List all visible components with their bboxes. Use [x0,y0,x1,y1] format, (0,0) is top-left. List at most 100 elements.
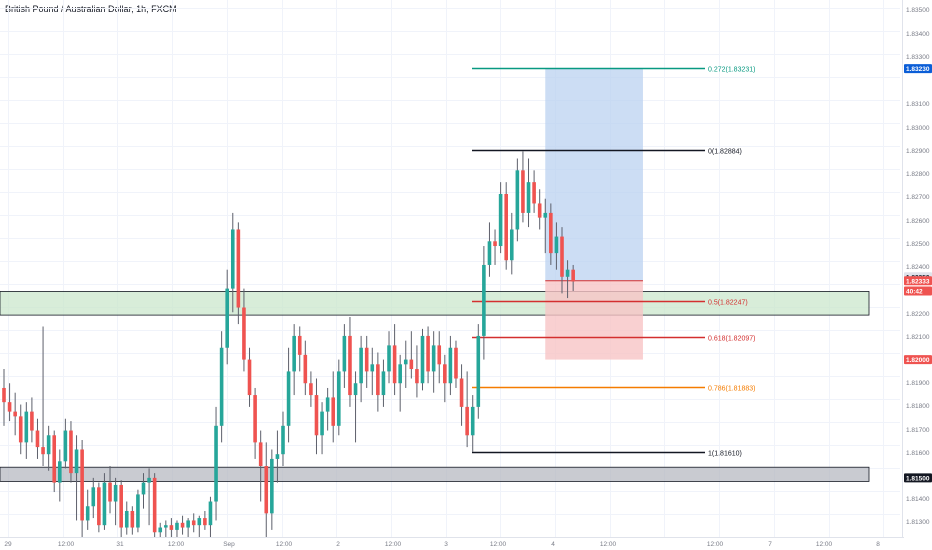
candle-body [225,288,229,348]
candle-body [493,241,497,247]
candle-body [426,335,430,372]
candle-body [325,397,330,412]
candle-body [337,371,341,426]
candles [2,151,575,537]
green-zone [0,291,870,316]
candle-body [482,264,486,336]
candle-body [560,236,564,277]
candle-body [164,525,168,528]
candle-body [97,487,101,526]
candle-body [2,387,6,403]
candle-body [348,335,352,396]
price-label-text: 40:42 [906,288,923,295]
candle-body [186,520,190,528]
time-tick-label: 12:00 [490,541,507,548]
price-label-text: 1.82333 [906,278,930,285]
candle-body [219,347,224,426]
candle-body [565,269,570,277]
candle-body [152,477,157,533]
candle-body [431,345,436,372]
candle-body [398,364,402,384]
price-label-badge [904,276,932,286]
candle-body [370,364,375,372]
candle-body [387,345,391,372]
price-tick-label: 1.82400 [906,264,930,271]
gray-zone [0,466,870,482]
price-tick-label: 1.83500 [906,7,930,14]
candle-body [158,527,163,533]
fib-level-label: 1(1.81610) [708,451,742,458]
candle-body [381,371,386,396]
candle-body [448,347,453,384]
price-tick-label: 1.82500 [906,241,930,248]
candle-body [532,182,536,204]
position-stop-zone [545,280,643,360]
candle-body [292,335,296,372]
time-tick-label: 8 [876,541,880,548]
candle-body [58,461,62,483]
time-tick-label: 12:00 [707,541,724,548]
candle-body [102,482,107,526]
time-tick-label: 12:00 [385,541,402,548]
price-tick-label: 1.81800 [906,403,930,410]
candle-body [52,435,57,483]
time-tick-label: 4 [551,541,555,548]
time-tick-label: 3 [444,541,448,548]
candle-body [543,212,548,218]
candle-body [258,442,263,467]
candle-body [515,170,520,230]
candle-body [247,359,252,396]
price-tick-label: 1.81400 [906,496,930,503]
fib-level-label: 0.272(1.83231) [708,67,755,74]
candle-body [18,416,23,443]
candle-body [108,482,112,502]
candle-body [275,454,280,459]
time-tick-label: 12:00 [276,541,293,548]
candle-body [69,430,73,474]
candle-body [554,236,559,254]
grid-lines [0,0,900,538]
candle-body [364,347,369,372]
candle-body [504,193,508,261]
price-tick-label: 1.82900 [906,148,930,155]
candle-body [359,347,363,384]
candle-body [281,425,285,455]
candle-body [549,212,553,254]
candle-body [376,364,380,396]
candle-body [286,371,291,426]
candle-body [253,395,257,443]
candle-body [46,435,51,455]
candle-body [270,458,274,514]
price-tick-label: 1.81700 [906,427,930,434]
candle-body [214,425,218,502]
fib-level-label: 0.5(1.82247) [708,300,748,307]
price-label-badge [904,355,932,365]
candle-body [180,522,185,528]
candle-body [191,520,196,526]
candle-body [476,335,481,407]
candle-body [303,354,308,384]
time-tick-label: 12:00 [816,541,833,548]
candle-body [119,484,123,528]
candle-body [459,378,464,407]
candle-body [353,383,358,396]
candle-body [7,402,12,412]
price-tick-label: 1.83300 [906,54,930,61]
candle-body [197,518,202,526]
price-tick-label: 1.81600 [906,450,930,457]
candle-body [24,411,29,443]
candle-body [314,395,319,436]
candle-body [309,383,313,396]
time-tick-label: 7 [768,541,772,548]
price-label-text: 1.82000 [906,357,930,364]
candle-body [113,484,118,502]
candle-body [443,364,447,384]
fib-level-label: 0(1.82884) [708,149,742,156]
candle-body [509,229,514,261]
candle-body [169,525,174,530]
candle-body [175,522,179,530]
candle-body [571,269,575,282]
candle-body [342,335,347,372]
